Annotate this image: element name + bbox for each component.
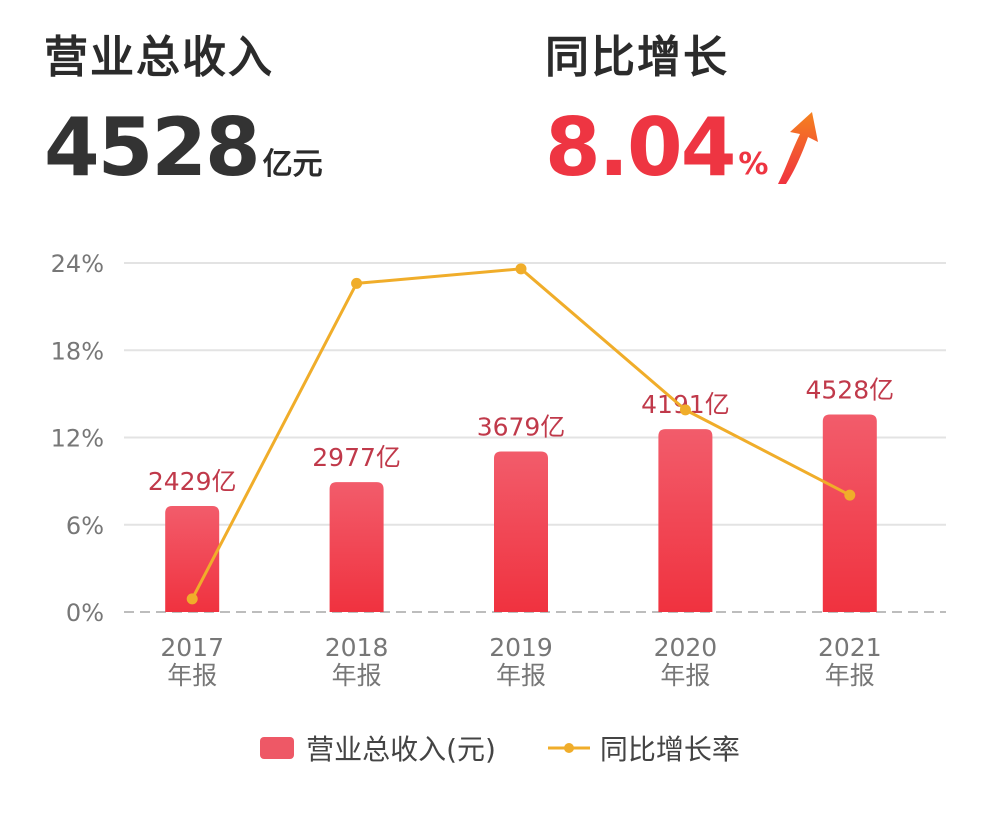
growth-point — [679, 404, 691, 416]
revenue-bar-label: 4528亿 — [805, 375, 894, 404]
y-tick-label: 6% — [66, 512, 104, 540]
legend-item-growth[interactable]: 同比增长率 — [547, 728, 740, 768]
y-tick-label: 24% — [51, 250, 104, 278]
growth-value-row: 8.04 % — [545, 96, 822, 188]
x-tick-line: 2020 — [654, 633, 718, 662]
growth-point — [351, 277, 363, 289]
revenue-value-row: 4528 亿元 — [44, 96, 323, 188]
legend-line-swatch — [547, 743, 590, 753]
revenue-bar — [165, 506, 220, 612]
x-tick-line: 年报 — [496, 661, 546, 690]
growth-label: 同比增长 — [545, 32, 729, 83]
x-tick-line: 2018 — [325, 633, 389, 662]
x-tick-line: 2021 — [818, 633, 882, 662]
x-tick-label: 2017 年报 — [160, 633, 224, 690]
revenue-bar-labels: 2429亿2977亿3679亿4191亿4528亿 — [148, 375, 894, 496]
x-tick-label: 2018 年报 — [325, 633, 389, 690]
legend-bar-swatch — [260, 737, 295, 759]
grid-lines — [124, 262, 946, 613]
revenue-bar-label: 3679亿 — [477, 413, 566, 442]
y-tick-label: 18% — [51, 337, 104, 365]
revenue-bar — [658, 429, 713, 612]
growth-line — [186, 263, 856, 605]
x-tick-line: 2017 — [160, 633, 224, 662]
legend-item-revenue[interactable]: 营业总收入(元) — [260, 728, 496, 768]
up-arrow-icon — [778, 112, 819, 184]
chart-legend: 营业总收入(元) 同比增长率 — [0, 728, 1000, 768]
revenue-bar-label: 2977亿 — [312, 443, 401, 472]
revenue-bar — [329, 482, 384, 612]
revenue-label: 营业总收入 — [44, 32, 274, 83]
y-tick-label: 0% — [66, 599, 104, 627]
revenue-kpi: 营业总收入 4528 亿元 — [44, 28, 323, 188]
revenue-bar — [822, 414, 877, 612]
growth-point — [186, 593, 198, 605]
x-tick-line: 2019 — [489, 633, 553, 662]
y-tick-label: 12% — [51, 425, 104, 453]
revenue-unit: 亿元 — [262, 147, 323, 182]
y-axis-ticks: 0% 6% 12% 18% 24% — [51, 250, 104, 627]
x-tick-line: 年报 — [332, 661, 382, 690]
legend-growth-label: 同比增长率 — [599, 733, 740, 766]
growth-kpi: 同比增长 8.04 % — [545, 28, 822, 188]
x-tick-label: 2021 年报 — [818, 633, 882, 690]
x-tick-label: 2020 年报 — [654, 633, 718, 690]
growth-point — [844, 489, 856, 501]
growth-point — [515, 263, 527, 275]
legend-revenue-label: 营业总收入(元) — [306, 733, 496, 766]
revenue-bar-label: 2429亿 — [148, 467, 237, 496]
x-tick-label: 2019 年报 — [489, 633, 553, 690]
revenue-bar — [494, 451, 548, 612]
growth-value: 8.04 — [545, 101, 736, 194]
revenue-value: 4528 — [44, 101, 261, 194]
x-tick-line: 年报 — [825, 661, 875, 690]
x-tick-line: 年报 — [660, 661, 710, 690]
growth-unit: % — [738, 147, 769, 182]
revenue-bars — [165, 414, 877, 612]
x-tick-line: 年报 — [167, 661, 217, 690]
